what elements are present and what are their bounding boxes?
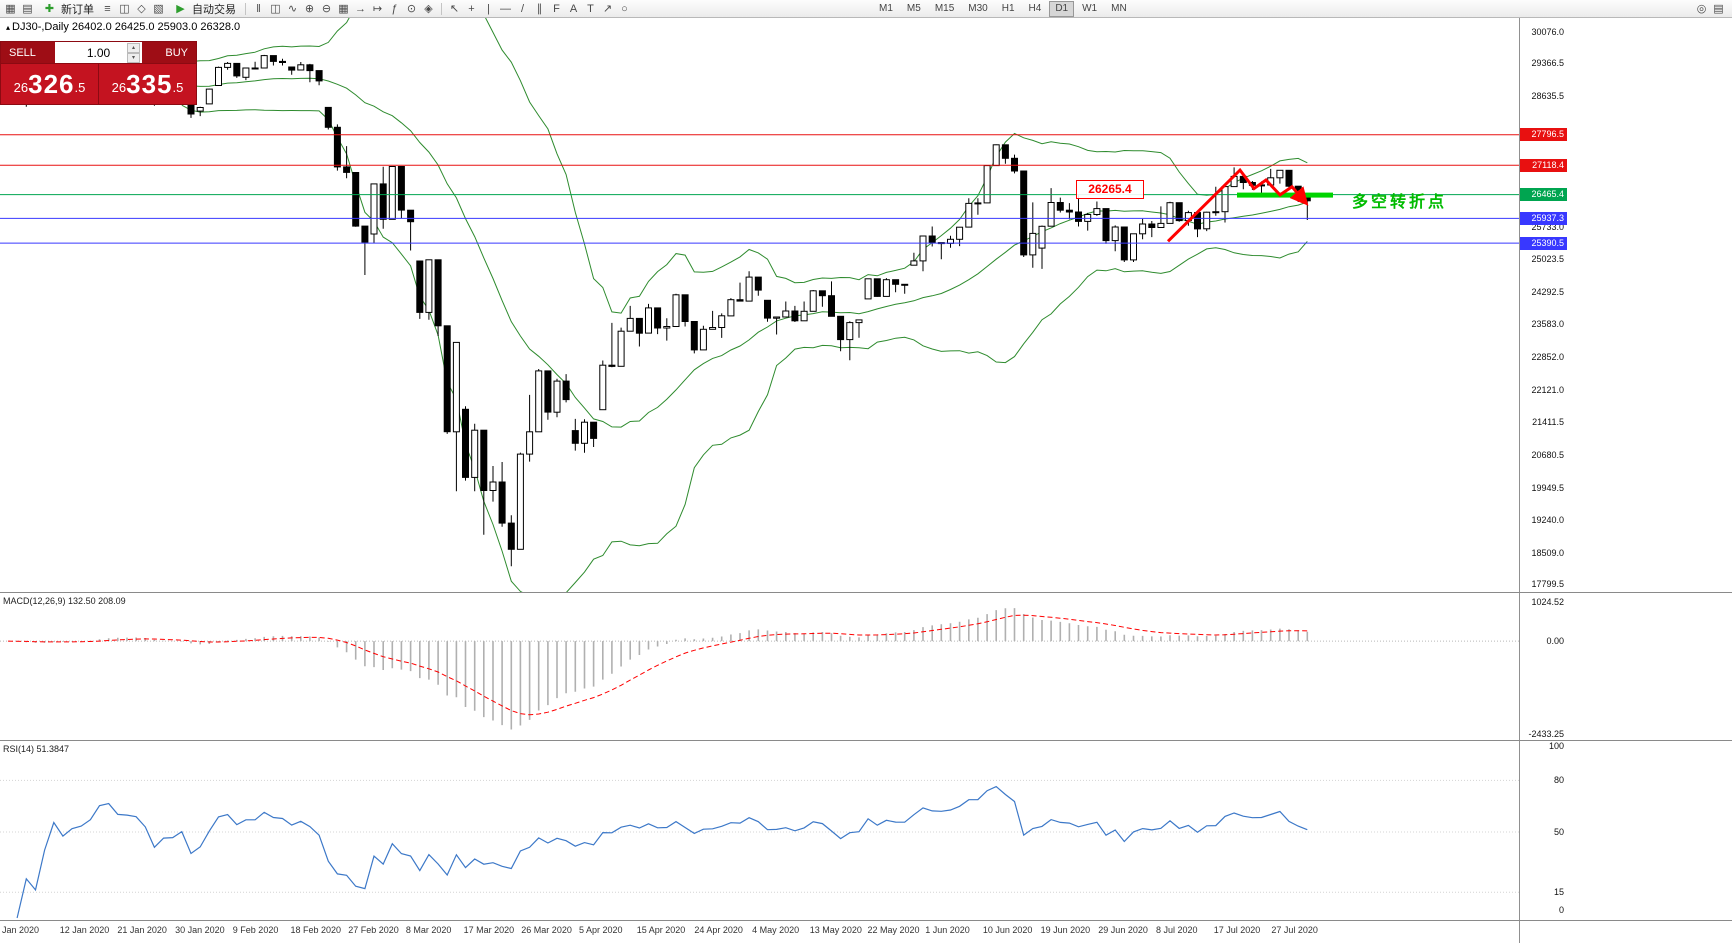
one-click-trading-panel: SELL 1.00 ▴ ▾ BUY 26 326.5 26 335.5 bbox=[0, 41, 197, 105]
timeframe-mn[interactable]: MN bbox=[1111, 3, 1127, 14]
new-order-label: 新订单 bbox=[61, 3, 94, 16]
bollinger-lower-line bbox=[181, 104, 1308, 592]
bear-candles bbox=[13, 55, 1311, 550]
panel-divider[interactable] bbox=[0, 740, 1732, 741]
candlestick-chart-icon[interactable]: ◫ bbox=[270, 2, 281, 15]
bar-chart-icon[interactable]: ‖ bbox=[256, 2, 261, 15]
label-icon[interactable]: T bbox=[587, 2, 594, 15]
market-watch-icon[interactable]: ≡ bbox=[104, 2, 111, 15]
play-icon: ▶ bbox=[176, 2, 185, 15]
templates-icon[interactable]: ◈ bbox=[424, 2, 433, 15]
time-scale[interactable] bbox=[0, 921, 1519, 943]
terminal-icon[interactable]: ▧ bbox=[153, 2, 164, 15]
fibonacci-icon[interactable]: F bbox=[553, 2, 560, 15]
main-panel bbox=[0, 18, 1519, 592]
vertical-line-icon[interactable]: | bbox=[487, 2, 490, 15]
timeframe-m30[interactable]: M30 bbox=[968, 3, 988, 14]
profiles-icon[interactable]: ▤ bbox=[22, 2, 33, 15]
price-scale[interactable] bbox=[1520, 18, 1568, 920]
shapes-icon[interactable]: ○ bbox=[621, 2, 628, 15]
new-order-button[interactable]: ✚ 新订单 bbox=[36, 1, 99, 17]
zoom-in-icon[interactable]: ⊕ bbox=[304, 2, 315, 15]
volume-field[interactable]: 1.00 ▴ ▾ bbox=[55, 42, 142, 63]
auto-trading-label: 自动交易 bbox=[192, 3, 236, 16]
chart-title: ▴ DJ30-,Daily 26402.0 26425.0 25903.0 263… bbox=[6, 21, 240, 33]
rsi-indicator-label: RSI(14) 51.3847 bbox=[3, 744, 70, 754]
toolbar-separator bbox=[245, 2, 246, 15]
buy-button[interactable]: BUY bbox=[142, 42, 196, 63]
arrows-icon[interactable]: ↗ bbox=[602, 2, 613, 15]
turning-point-label[interactable]: 多空转折点 bbox=[1352, 194, 1448, 211]
bull-candles bbox=[4, 55, 1284, 550]
text-icon[interactable]: A bbox=[569, 2, 578, 15]
spinner-down-icon[interactable]: ▾ bbox=[127, 53, 140, 63]
auto-scroll-icon[interactable]: → bbox=[355, 2, 366, 15]
bollinger-upper-line bbox=[181, 18, 1308, 314]
panel-divider[interactable] bbox=[0, 592, 1732, 593]
tile-windows-icon[interactable]: ▦ bbox=[338, 2, 349, 15]
toolbar: ▦ ▤ ✚ 新订单 ≡ ◫ ◇ ▧ ▶ 自动交易 ‖ ◫ ∿ ⊕ ⊖ ▦ → ↦ ƒ ⊙ ◈ ↖ + | — / ∥ F… bbox=[0, 0, 1732, 18]
macd-panel bbox=[0, 608, 1519, 730]
symbol-dropdown-icon[interactable]: ▴ bbox=[6, 23, 11, 32]
bollinger-middle-line bbox=[181, 77, 1308, 428]
macd-values: 132.50 208.09 bbox=[68, 596, 126, 606]
volume-value: 1.00 bbox=[86, 45, 111, 60]
timeframe-m1[interactable]: M1 bbox=[879, 3, 893, 14]
macd-histogram bbox=[16, 608, 1309, 730]
new-chart-icon[interactable]: ▦ bbox=[5, 2, 16, 15]
zoom-out-icon[interactable]: ⊖ bbox=[321, 2, 332, 15]
chart-shift-icon[interactable]: ↦ bbox=[372, 2, 383, 15]
cursor-icon[interactable]: ↖ bbox=[449, 2, 460, 15]
sell-button[interactable]: SELL bbox=[1, 42, 55, 63]
rsi-line bbox=[16, 785, 1308, 919]
spinner-up-icon[interactable]: ▴ bbox=[127, 43, 140, 53]
indicators-icon[interactable]: ƒ bbox=[391, 2, 398, 15]
timeframe-d1[interactable]: D1 bbox=[1049, 1, 1075, 17]
crosshair-icon[interactable]: + bbox=[468, 2, 475, 15]
zigzag-arrow bbox=[1166, 167, 1309, 243]
search-icon[interactable]: ◎ bbox=[1696, 3, 1707, 15]
price-annotation-box[interactable]: 26265.4 bbox=[1076, 180, 1144, 199]
chart-title-text: DJ30-,Daily 26402.0 26425.0 25903.0 2632… bbox=[12, 21, 241, 33]
volume-spinner[interactable]: ▴ ▾ bbox=[127, 43, 140, 63]
rsi-panel bbox=[0, 779, 1519, 919]
timeframe-h4[interactable]: H4 bbox=[1028, 3, 1042, 14]
navigator-icon[interactable]: ◇ bbox=[137, 2, 146, 15]
new-order-icon: ✚ bbox=[44, 2, 55, 15]
turning-point-segment bbox=[1237, 192, 1333, 198]
horizontal-line-icon[interactable]: — bbox=[500, 2, 511, 15]
channel-icon[interactable]: ∥ bbox=[536, 2, 543, 15]
timeframe-h1[interactable]: H1 bbox=[1001, 3, 1015, 14]
timeframe-toolbar: M1 M5 M15 M30 H1 H4 D1 W1 MN bbox=[872, 1, 1134, 17]
panel-divider[interactable] bbox=[0, 920, 1732, 921]
macd-signal-line bbox=[7, 614, 1308, 716]
macd-indicator-label: MACD(12,26,9) 132.50 208.09 bbox=[3, 596, 126, 606]
trendline-icon[interactable]: / bbox=[520, 2, 525, 15]
sell-price[interactable]: 26 326.5 bbox=[1, 64, 99, 105]
auto-trading-button[interactable]: ▶ 自动交易 bbox=[167, 1, 241, 17]
layout-icon[interactable]: ▤ bbox=[1713, 3, 1724, 15]
data-window-icon[interactable]: ◫ bbox=[119, 2, 130, 15]
timeframe-m15[interactable]: M15 bbox=[934, 3, 955, 14]
timeframe-w1[interactable]: W1 bbox=[1082, 3, 1098, 14]
buy-price[interactable]: 26 335.5 bbox=[111, 69, 184, 99]
price-axis-border bbox=[1519, 18, 1520, 943]
timeframe-m5[interactable]: M5 bbox=[906, 3, 921, 14]
periods-dropdown-icon[interactable]: ⊙ bbox=[406, 2, 417, 15]
toolbar-separator bbox=[441, 2, 442, 15]
line-chart-icon[interactable]: ∿ bbox=[287, 2, 298, 15]
